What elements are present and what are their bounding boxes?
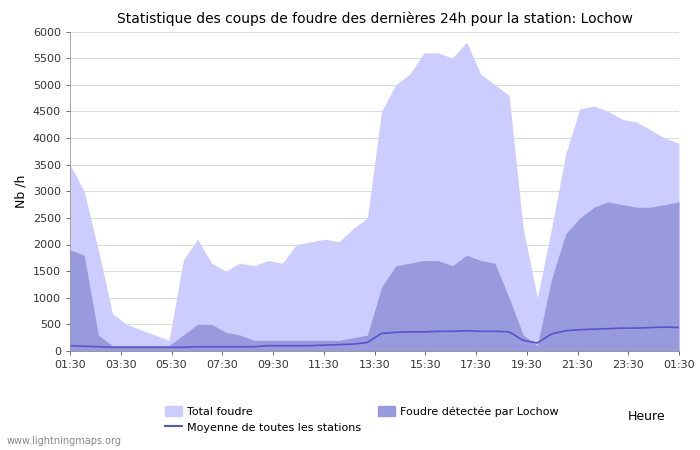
Text: www.lightningmaps.org: www.lightningmaps.org: [7, 436, 122, 446]
Text: Heure: Heure: [627, 410, 665, 423]
Legend: Total foudre, Moyenne de toutes les stations, Foudre détectée par Lochow: Total foudre, Moyenne de toutes les stat…: [161, 401, 564, 437]
Title: Statistique des coups de foudre des dernières 24h pour la station: Lochow: Statistique des coups de foudre des dern…: [117, 12, 632, 26]
Y-axis label: Nb /h: Nb /h: [14, 175, 27, 208]
